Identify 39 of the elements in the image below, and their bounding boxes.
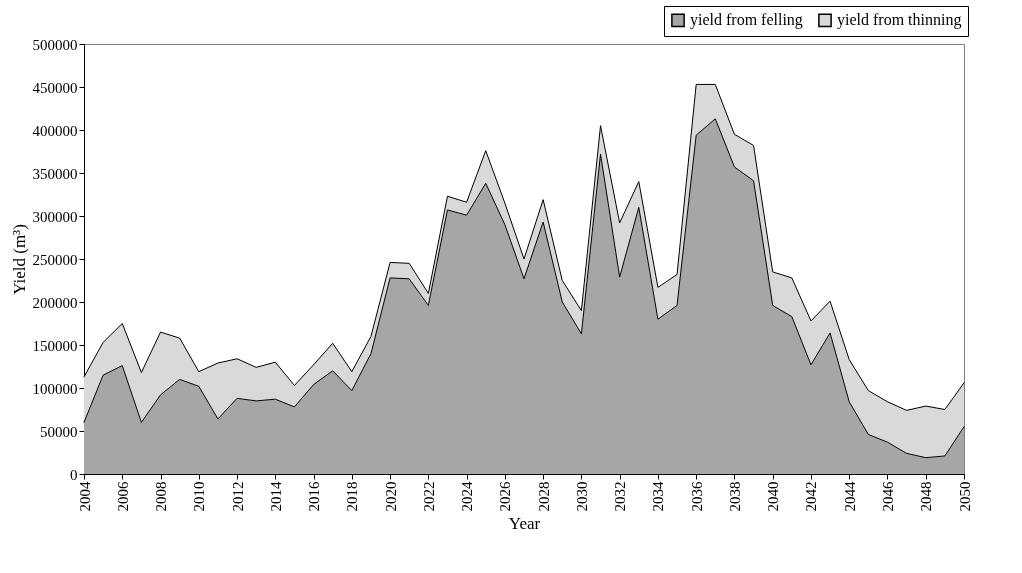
x-tick-label: 2038 [726, 481, 743, 512]
y-tick-label: 300000 [32, 208, 78, 225]
x-tick-label: 2014 [267, 481, 284, 512]
y-tick-label: 100000 [32, 380, 78, 397]
legend-label: yield from felling [690, 11, 803, 30]
x-tick-label: 2034 [650, 481, 667, 512]
x-tick-label: 2040 [765, 481, 782, 512]
x-tick-label: 2018 [344, 481, 361, 512]
y-axis-title: Yield (m³) [9, 224, 29, 295]
y-tick-label: 200000 [32, 294, 78, 311]
y-tick-label: 500000 [32, 36, 78, 53]
y-tick-label: 400000 [32, 122, 78, 139]
y-tick-label: 0 [70, 466, 78, 483]
y-tick-label: 50000 [40, 423, 78, 440]
x-tick-label: 2036 [688, 481, 705, 512]
x-tick-label: 2046 [879, 481, 896, 512]
x-tick-label: 2050 [956, 481, 973, 512]
x-tick-label: 2044 [841, 481, 858, 512]
x-tick-label: 2026 [497, 481, 514, 512]
y-tick-label: 350000 [32, 165, 78, 182]
x-tick-label: 2004 [76, 481, 93, 512]
x-tick-label: 2012 [229, 481, 246, 512]
x-tick-label: 2028 [535, 481, 552, 512]
x-tick-label: 2008 [153, 481, 170, 512]
x-tick-label: 2010 [191, 481, 208, 512]
y-tick-label: 150000 [32, 337, 78, 354]
x-tick-label: 2006 [114, 481, 131, 512]
x-tick-label: 2022 [420, 481, 437, 512]
y-tick-label: 450000 [32, 79, 78, 96]
x-tick-label: 2020 [382, 481, 399, 512]
x-tick-label: 2016 [306, 481, 323, 512]
x-tick-label: 2024 [459, 481, 476, 512]
x-tick-label: 2032 [612, 481, 629, 512]
x-tick-label: 2030 [573, 481, 590, 512]
x-tick-label: 2042 [803, 481, 820, 512]
legend-label: yield from thinning [837, 11, 962, 30]
x-tick-label: 2048 [918, 481, 935, 512]
x-axis-title: Year [508, 513, 541, 533]
y-tick-label: 250000 [32, 251, 78, 268]
